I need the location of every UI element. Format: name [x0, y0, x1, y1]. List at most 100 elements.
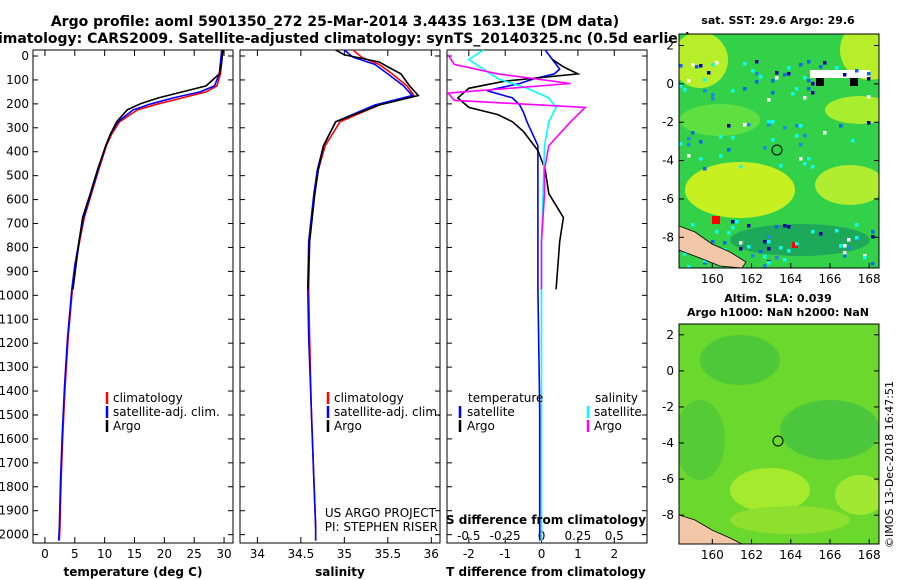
sst-hot-cell: [712, 216, 720, 224]
sst-pixel: [687, 154, 691, 158]
sst-pixel: [843, 73, 847, 77]
sst-pixel: [863, 256, 867, 260]
s-difference-label: S difference from climatology: [446, 513, 646, 527]
sst-pixel: [847, 246, 851, 250]
sst-pixel: [795, 87, 799, 91]
difference-panel: -2 -1 0 1 2 -0.5 -0.25 0 0.25 0.5 S difference f…: [446, 49, 648, 579]
sst-pixel: [807, 60, 811, 64]
sst-pixel: [843, 254, 847, 258]
sst-pixel: [679, 64, 683, 68]
sst-pixel: [683, 88, 687, 92]
sst-pixel: [847, 238, 851, 242]
legend-label-s-argo: Argo: [594, 419, 622, 433]
salinity-panel: 34 34.5 35 35.5 36 salinity climatology sate…: [239, 49, 441, 579]
sst-pixel: [699, 157, 703, 161]
legend-label-climatology: climatology: [113, 391, 183, 405]
sst-map-lon-ticks: 160 162 164 166 168: [701, 263, 881, 286]
sst-pixel: [731, 136, 735, 140]
sst-pixel: [803, 76, 807, 80]
sst-pixel: [787, 66, 791, 70]
lat-tick-label: 2: [666, 328, 674, 342]
sst-map-panel: sat. SST: 29.6 Argo: 29.6 2 0 -2 -4 -6 -8 160…: [662, 14, 881, 286]
lon-tick-label: 166: [819, 548, 842, 562]
lon-tick-label: 166: [819, 272, 842, 286]
sst-pixel: [799, 157, 803, 161]
x-tick-label: -1: [499, 547, 511, 561]
sst-pixel: [803, 162, 807, 166]
depth-tick-label: 100: [6, 73, 29, 87]
sst-pixel: [727, 231, 731, 235]
sst-pixel: [731, 226, 735, 230]
legend-label-t-argo: Argo: [467, 419, 495, 433]
temperature-legend: climatology satellite-adj. clim. Argo: [105, 391, 220, 433]
sst-pixel: [783, 73, 787, 77]
depth-tick-label: 1100: [0, 312, 29, 326]
sst-pixel: [803, 96, 807, 100]
sst-warm-patch: [680, 104, 760, 136]
title-line-2: Climatology: CARS2009. Satellite-adjuste…: [0, 31, 691, 47]
sst-cloud-mask: [810, 70, 870, 78]
lon-tick-label: 168: [858, 272, 881, 286]
lat-tick-label: -4: [662, 154, 674, 168]
difference-plot-frame: [446, 49, 648, 544]
difference-x-ticks: -2 -1 0 1 2: [463, 50, 618, 561]
sst-pixel: [747, 245, 751, 249]
sst-pixel: [867, 72, 871, 76]
profile-line-argo-salinity-: [446, 54, 588, 290]
sst-pixel: [759, 250, 763, 254]
profile-line-argo: [307, 49, 420, 290]
legend-label-s-satellite: satellite: [594, 405, 642, 419]
lat-tick-label: -8: [662, 230, 674, 244]
sst-pixel: [715, 61, 719, 65]
sst-pixel: [799, 143, 803, 147]
sst-pixel: [855, 69, 859, 73]
sla-high-patch: [730, 468, 810, 512]
sst-pixel: [807, 79, 811, 83]
temperature-profiles: [57, 49, 224, 541]
x-tick-label: 0: [538, 547, 546, 561]
sst-pixel: [807, 87, 811, 91]
sst-pixel: [731, 89, 735, 93]
legend-label-argo: Argo: [113, 419, 141, 433]
sst-pixel: [687, 79, 691, 83]
sst-pixel: [699, 140, 703, 144]
legend-label-climatology: climatology: [334, 391, 404, 405]
depth-tick-label: 300: [6, 121, 29, 135]
x-tick-label: 30: [216, 547, 231, 561]
sst-warm-patch: [840, 34, 879, 80]
depth-tick-label: 1800: [0, 480, 29, 494]
sla-map-panel: Altim. SLA: 0.039 Argo h1000: NaN h2000:…: [662, 292, 881, 562]
x-tick-label: 35.5: [374, 547, 401, 561]
legend-label-t-satellite: satellite: [467, 405, 515, 419]
sst-pixel: [871, 235, 875, 239]
depth-tick-label: 400: [6, 145, 29, 159]
x-tick-label: 20: [157, 547, 172, 561]
legend-label-argo: Argo: [334, 419, 362, 433]
lat-tick-label: 0: [666, 77, 674, 91]
sst-pixel: [739, 165, 743, 169]
sst-pixel: [767, 247, 771, 251]
x-tick-label: 2: [610, 547, 618, 561]
sst-warm-patch: [685, 162, 795, 218]
s-diff-tick-label: -0.5: [457, 529, 480, 543]
lon-tick-label: 168: [858, 548, 881, 562]
sst-pixel: [755, 72, 759, 76]
depth-tick-label: 500: [6, 169, 29, 183]
salinity-profiles: [306, 49, 420, 541]
depth-tick-label: 200: [6, 97, 29, 111]
argo-float-location: [771, 144, 783, 156]
lat-tick-label: -2: [662, 400, 674, 414]
x-tick-label: 25: [187, 547, 202, 561]
sst-pixel: [811, 82, 815, 86]
lat-tick-label: 2: [666, 39, 674, 53]
difference-y-tickmarks: [447, 55, 647, 536]
depth-tick-label: 1500: [0, 408, 29, 422]
s-diff-tick-label: -0.25: [490, 529, 521, 543]
sla-high-patch: [835, 475, 879, 515]
sst-pixel: [767, 235, 771, 239]
temperature-x-label: temperature (deg C): [64, 565, 203, 579]
argo-float-location: [772, 435, 784, 447]
sst-pixel: [783, 258, 787, 262]
sla-map-lon-ticks: 160 162 164 166 168: [701, 539, 881, 562]
lat-tick-label: -8: [662, 508, 674, 522]
